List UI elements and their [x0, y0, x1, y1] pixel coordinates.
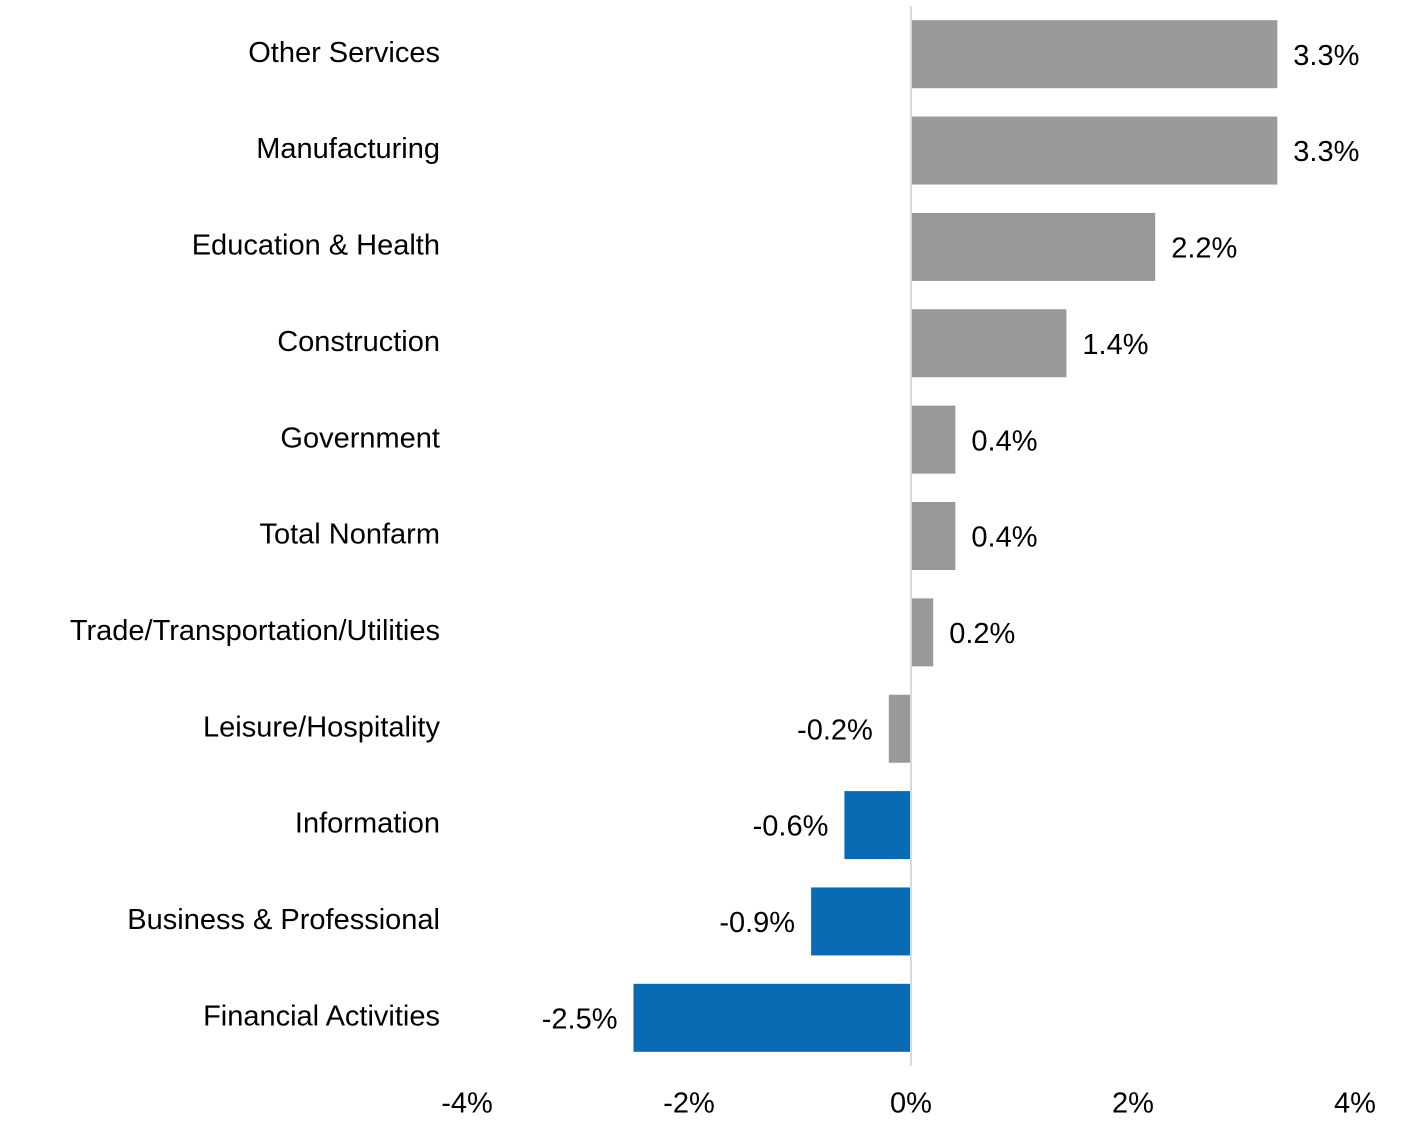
bar [911, 405, 956, 474]
category-label: Leisure/Hospitality [203, 711, 440, 743]
x-tick-label: -2% [663, 1088, 715, 1120]
bar [911, 598, 934, 667]
value-label: -0.2% [797, 714, 873, 746]
value-label: 3.3% [1293, 136, 1359, 168]
value-label: 0.4% [971, 425, 1037, 457]
x-tick-label: 0% [890, 1088, 932, 1120]
category-label: Trade/Transportation/Utilities [70, 615, 440, 647]
value-label: -2.5% [542, 1003, 618, 1035]
bar [811, 887, 911, 956]
category-label: Financial Activities [203, 1000, 440, 1032]
bar [844, 791, 911, 860]
bar [911, 116, 1278, 185]
category-label: Education & Health [192, 230, 440, 262]
value-label: -0.9% [719, 907, 795, 939]
category-label: Construction [277, 326, 440, 358]
value-label: 2.2% [1171, 233, 1237, 265]
value-label: 0.4% [971, 522, 1037, 554]
category-label: Other Services [248, 37, 440, 69]
x-tick-label: 2% [1112, 1088, 1154, 1120]
category-label: Government [280, 422, 440, 454]
value-label: 0.2% [949, 618, 1015, 650]
bar [633, 983, 911, 1052]
value-label: 1.4% [1082, 329, 1148, 361]
category-label: Information [295, 808, 440, 840]
x-tick-label: 4% [1334, 1088, 1376, 1120]
category-label: Manufacturing [256, 133, 440, 165]
bar [911, 502, 956, 570]
bar [888, 694, 911, 763]
value-label: -0.6% [753, 811, 829, 843]
category-label: Total Nonfarm [259, 519, 440, 551]
bar [911, 20, 1278, 89]
category-label: Business & Professional [127, 904, 440, 936]
bar [911, 212, 1156, 281]
bar [911, 309, 1067, 378]
value-label: 3.3% [1293, 40, 1359, 72]
x-tick-label: -4% [441, 1088, 493, 1120]
